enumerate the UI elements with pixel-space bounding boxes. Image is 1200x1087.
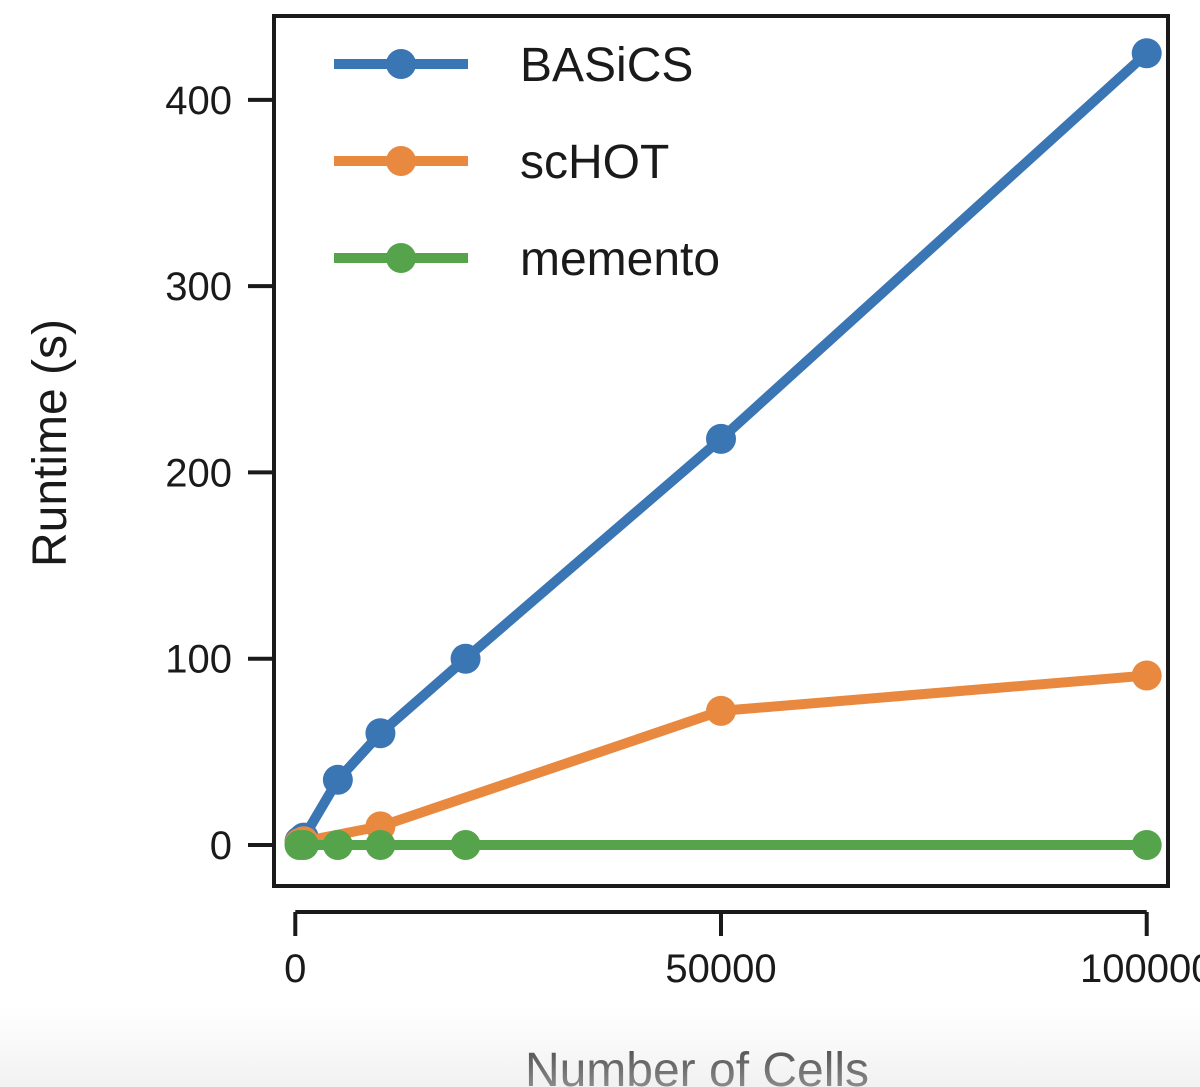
- point-memento-1: [288, 830, 319, 861]
- plot-frame: [272, 14, 1170, 888]
- point-basics-5: [706, 423, 736, 454]
- legend: BASiCS scHOT memento: [334, 39, 720, 286]
- y-axis-title: Runtime (s): [24, 319, 77, 567]
- legend-marker-schot: [386, 146, 416, 176]
- legend-label-basics: BASiCS: [520, 39, 693, 92]
- x-tick-label-0: 0: [284, 947, 306, 991]
- point-basics-3: [365, 718, 396, 749]
- legend-label-memento: memento: [520, 233, 720, 286]
- y-tick-label-400: 400: [165, 79, 232, 123]
- point-memento-5: [1131, 830, 1162, 861]
- point-memento-2: [322, 830, 353, 861]
- x-tick-label-50000: 50000: [665, 947, 776, 991]
- x-tick-label-100000: 100000: [1080, 947, 1200, 991]
- y-tick-label-200: 200: [165, 451, 232, 495]
- point-basics-4: [450, 643, 481, 674]
- legend-marker-basics: [386, 49, 416, 79]
- legend-label-schot: scHOT: [520, 136, 669, 189]
- point-schot-3: [706, 695, 736, 726]
- point-memento-3: [365, 830, 396, 861]
- y-tick-label-0: 0: [210, 824, 232, 868]
- legend-marker-memento: [386, 243, 416, 273]
- x-axis: 0 50000 100000: [284, 910, 1200, 991]
- point-basics-6: [1131, 38, 1162, 69]
- point-memento-4: [450, 830, 481, 861]
- x-axis-title: Number of Cells: [525, 1044, 869, 1087]
- series-layer: [284, 38, 1162, 861]
- point-schot-4: [1131, 660, 1162, 691]
- y-axis: 0 100 200 300 400: [165, 79, 274, 868]
- point-basics-2: [322, 764, 353, 795]
- y-tick-label-300: 300: [165, 265, 232, 309]
- y-tick-label-100: 100: [165, 638, 232, 682]
